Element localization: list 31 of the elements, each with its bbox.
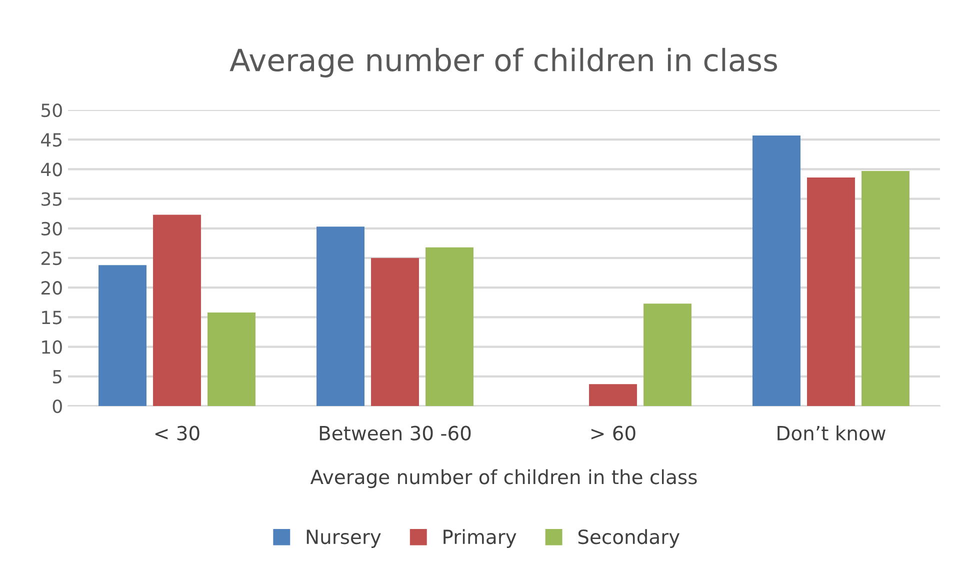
bar: [208, 312, 256, 406]
bar: [862, 170, 910, 406]
bar: [371, 258, 419, 406]
bar: [153, 214, 201, 406]
bar: [316, 226, 364, 406]
y-tick-label: 5: [53, 370, 62, 384]
x-tick-label: Don’t know: [778, 425, 886, 440]
bar: [98, 265, 146, 406]
bar: [644, 304, 692, 406]
x-tick-label: Between 30 -60: [320, 426, 471, 440]
x-axis-title: Average number of children in the class: [310, 469, 697, 488]
y-tick-label: 25: [41, 251, 62, 266]
y-tick-label: 20: [41, 281, 62, 295]
legend-label: Nursery: [306, 530, 381, 548]
x-tick-label: < 30: [155, 426, 200, 440]
y-tick-label: 10: [42, 340, 62, 354]
y-tick-label: 45: [41, 133, 62, 147]
chart-title: Average number of children in class: [230, 48, 778, 78]
bar: [752, 135, 800, 406]
bar: [426, 247, 474, 406]
x-tick-label: > 60: [591, 426, 636, 440]
y-tick-label: 35: [42, 192, 62, 206]
y-tick-label: 50: [42, 103, 62, 118]
y-tick-label: 0: [52, 399, 62, 414]
y-tick-label: 15: [42, 310, 62, 324]
legend-label: Primary: [444, 529, 516, 548]
y-tick-label: 30: [42, 222, 62, 236]
bar: [589, 384, 637, 406]
legend-label: Secondary: [578, 529, 680, 548]
y-tick-label: 40: [41, 162, 62, 176]
bar: [807, 177, 855, 406]
